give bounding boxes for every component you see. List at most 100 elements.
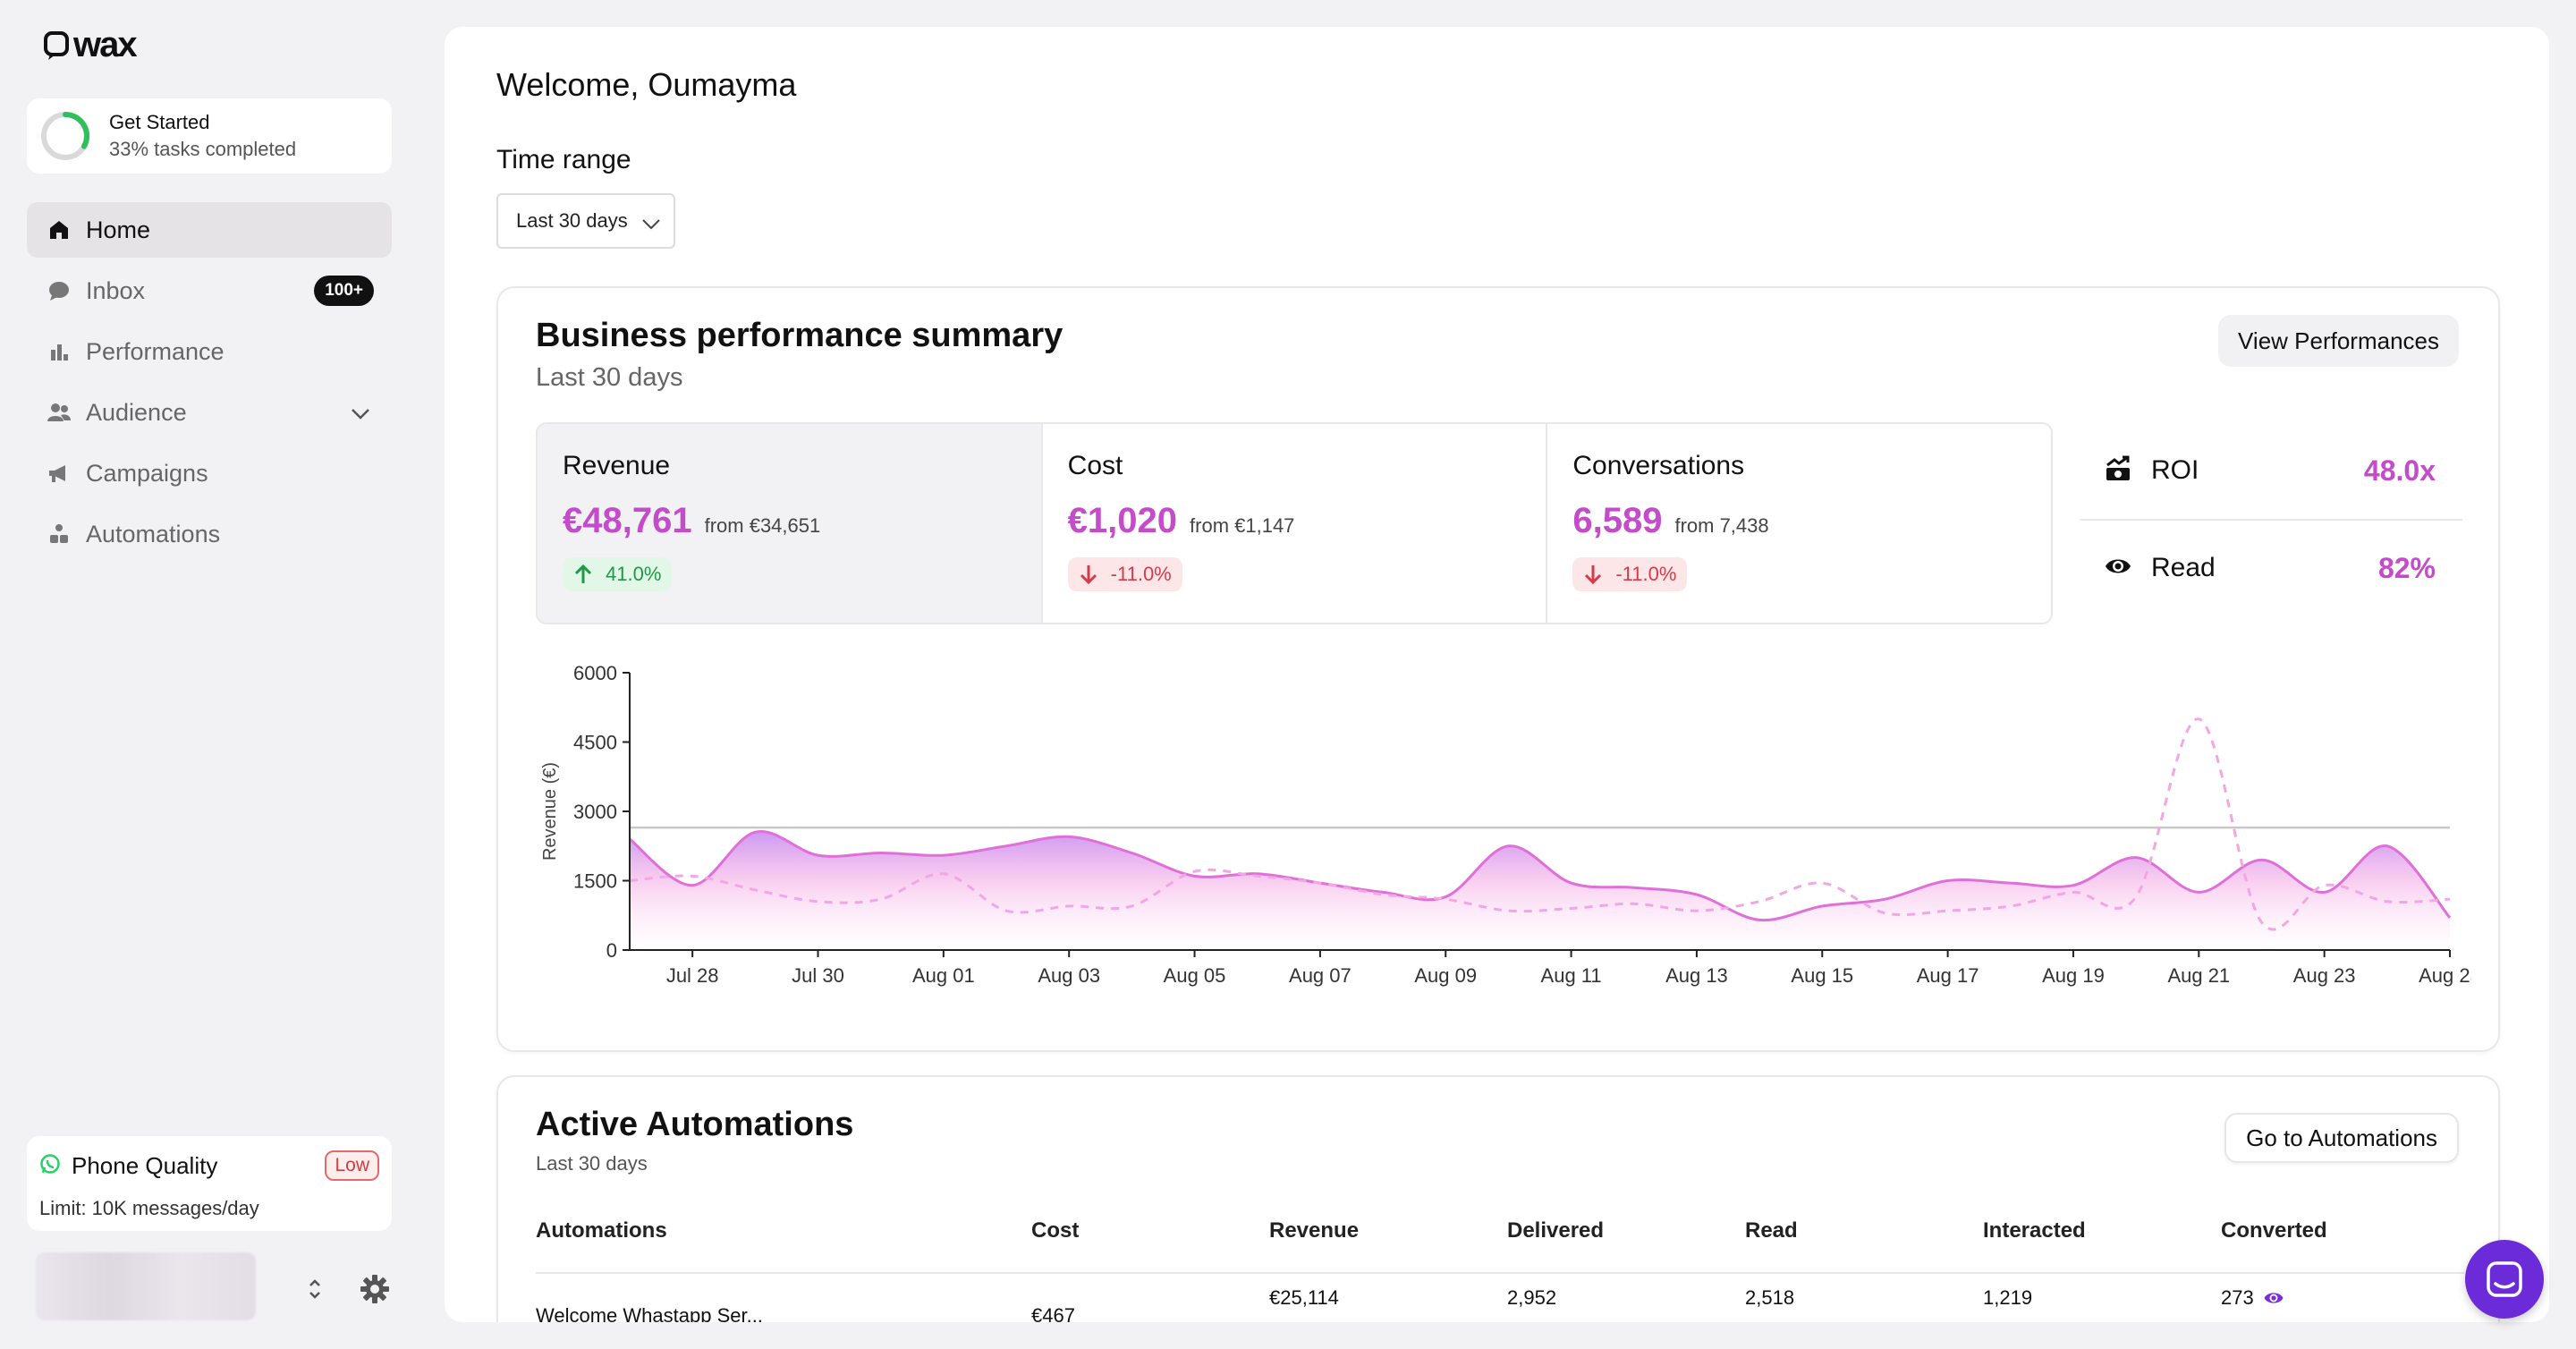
roi-icon bbox=[2105, 455, 2131, 487]
sidebar-item-inbox[interactable]: Inbox 100+ bbox=[27, 263, 392, 318]
bar-chart-icon bbox=[47, 339, 72, 364]
page-title: Welcome, Oumayma bbox=[496, 66, 797, 103]
read-label: Read bbox=[2151, 553, 2216, 582]
quality-status-badge: Low bbox=[325, 1150, 379, 1181]
metric-tiles: Revenue €48,761 from €34,651 41.0% Cost … bbox=[536, 422, 2053, 624]
metric-cost[interactable]: Cost €1,020 from €1,147 -11.0% bbox=[1043, 424, 1548, 623]
inbox-count-badge: 100+ bbox=[314, 276, 374, 306]
sidebar-item-label: Campaigns bbox=[86, 459, 208, 487]
metric-delta-badge: -11.0% bbox=[1572, 557, 1688, 591]
arrow-up-icon bbox=[574, 564, 592, 583]
x-tick-label: Jul 28 bbox=[666, 964, 719, 987]
metric-delta-badge: -11.0% bbox=[1067, 557, 1182, 591]
x-tick-label: Aug 23 bbox=[2293, 964, 2356, 987]
view-performances-button[interactable]: View Performances bbox=[2218, 315, 2459, 367]
x-tick-label: Aug 15 bbox=[1791, 964, 1853, 987]
get-started-card[interactable]: Get Started 33% tasks completed bbox=[27, 98, 392, 174]
chevron-down-icon[interactable] bbox=[351, 399, 370, 427]
phone-quality-title: Phone Quality bbox=[72, 1151, 218, 1179]
time-range-select[interactable]: Last 30 days bbox=[496, 193, 675, 249]
account-switcher[interactable] bbox=[36, 1252, 256, 1320]
metric-revenue[interactable]: Revenue €48,761 from €34,651 41.0% bbox=[538, 424, 1043, 623]
megaphone-icon bbox=[47, 461, 72, 486]
x-tick-label: Aug 11 bbox=[1541, 964, 1602, 987]
previous-period-series-line bbox=[629, 717, 2451, 931]
read-value: 82% bbox=[2377, 551, 2436, 584]
arrow-down-icon bbox=[1585, 565, 1602, 585]
eye-icon bbox=[2105, 556, 2131, 581]
arrow-down-icon bbox=[1080, 565, 1097, 585]
home-icon bbox=[47, 217, 72, 242]
x-tick-label: Aug 05 bbox=[1164, 964, 1226, 987]
x-tick-label: Aug 01 bbox=[912, 964, 975, 987]
column-header[interactable]: Read bbox=[1745, 1218, 1798, 1243]
column-header[interactable]: Interacted bbox=[1983, 1218, 2086, 1243]
read-cell: 2,518 bbox=[1745, 1286, 1795, 1309]
users-icon bbox=[47, 400, 72, 425]
app-logo[interactable]: wax bbox=[43, 25, 138, 65]
converted-cell: 273 bbox=[2221, 1286, 2284, 1310]
sidebar-item-label: Inbox bbox=[86, 276, 146, 304]
metric-label: Revenue bbox=[563, 451, 671, 480]
get-started-subtitle: 33% tasks completed bbox=[109, 138, 297, 160]
performance-summary-card: Business performance summary Last 30 day… bbox=[496, 286, 2500, 1052]
sidebar-item-home[interactable]: Home bbox=[27, 202, 392, 258]
revenue-cell: €25,114 bbox=[1269, 1286, 1339, 1309]
sidebar: wax Get Started 33% tasks completed Home… bbox=[0, 0, 420, 1349]
metric-label: Cost bbox=[1067, 451, 1123, 480]
column-header[interactable]: Converted bbox=[2221, 1218, 2327, 1243]
chevron-down-icon bbox=[641, 213, 661, 236]
logo-text: wax bbox=[73, 25, 138, 64]
x-tick-label: Jul 30 bbox=[792, 964, 844, 987]
sidebar-item-label: Automations bbox=[86, 520, 221, 547]
interacted-cell: 1,219 bbox=[1983, 1286, 2033, 1309]
chevron-up-down-icon[interactable] bbox=[304, 1276, 326, 1307]
sidebar-item-label: Home bbox=[86, 216, 151, 243]
sidebar-item-performance[interactable]: Performance bbox=[27, 324, 392, 379]
x-tick-label: Aug 13 bbox=[1665, 964, 1728, 987]
metric-conversations[interactable]: Conversations 6,589 from 7,438 -11.0% bbox=[1547, 424, 2051, 623]
metric-delta-badge: 41.0% bbox=[563, 557, 673, 591]
performance-subtitle: Last 30 days bbox=[536, 363, 683, 392]
sidebar-item-campaigns[interactable]: Campaigns bbox=[27, 445, 392, 501]
x-tick-label: Aug 09 bbox=[1414, 964, 1477, 987]
sidebar-item-audience[interactable]: Audience bbox=[27, 385, 392, 440]
sidebar-item-label: Performance bbox=[86, 337, 225, 365]
cost-cell: €467 bbox=[1031, 1304, 1075, 1322]
x-tick-label: Aug 21 bbox=[2167, 964, 2230, 987]
revenue-series-line bbox=[629, 830, 2452, 922]
sidebar-nav: Home Inbox 100+ Performance Audience bbox=[27, 202, 392, 567]
x-tick-label: Aug 03 bbox=[1038, 964, 1100, 987]
performance-title: Business performance summary bbox=[536, 317, 1063, 354]
y-tick-label: 6000 bbox=[573, 664, 617, 684]
automations-subtitle: Last 30 days bbox=[536, 1152, 648, 1175]
metric-label: Conversations bbox=[1572, 451, 1745, 480]
messaging-limit: Limit: 10K messages/day bbox=[39, 1197, 259, 1219]
roi-label: ROI bbox=[2151, 455, 2199, 485]
gear-icon[interactable] bbox=[360, 1274, 390, 1309]
automation-name[interactable]: Welcome Whastapp Ser... bbox=[536, 1304, 763, 1322]
column-header[interactable]: Revenue bbox=[1269, 1218, 1360, 1243]
automation-icon bbox=[47, 522, 72, 547]
eye-icon[interactable] bbox=[2263, 1290, 2284, 1306]
column-header[interactable]: Automations bbox=[536, 1218, 667, 1243]
metric-previous: from €1,147 bbox=[1190, 514, 1295, 537]
sidebar-item-automations[interactable]: Automations bbox=[27, 506, 392, 562]
logo-mark-icon bbox=[44, 30, 69, 60]
chat-icon bbox=[47, 278, 72, 303]
support-chat-button[interactable] bbox=[2465, 1240, 2544, 1319]
whatsapp-icon bbox=[39, 1153, 61, 1179]
get-started-title: Get Started bbox=[109, 111, 210, 133]
read-metric: Read 82% bbox=[2080, 519, 2462, 615]
automations-title: Active Automations bbox=[536, 1106, 854, 1143]
progress-ring-icon bbox=[41, 112, 89, 160]
sidebar-item-label: Audience bbox=[86, 398, 187, 426]
revenue-area bbox=[630, 831, 2450, 950]
metric-value: 6,589 bbox=[1572, 501, 1663, 540]
column-header[interactable]: Delivered bbox=[1507, 1218, 1605, 1243]
metric-previous: from 7,438 bbox=[1674, 514, 1769, 537]
go-to-automations-button[interactable]: Go to Automations bbox=[2224, 1113, 2459, 1163]
chat-bubble-icon bbox=[2487, 1261, 2522, 1297]
column-header[interactable]: Cost bbox=[1031, 1218, 1080, 1243]
phone-quality-card[interactable]: Phone Quality Low Limit: 10K messages/da… bbox=[27, 1136, 392, 1231]
